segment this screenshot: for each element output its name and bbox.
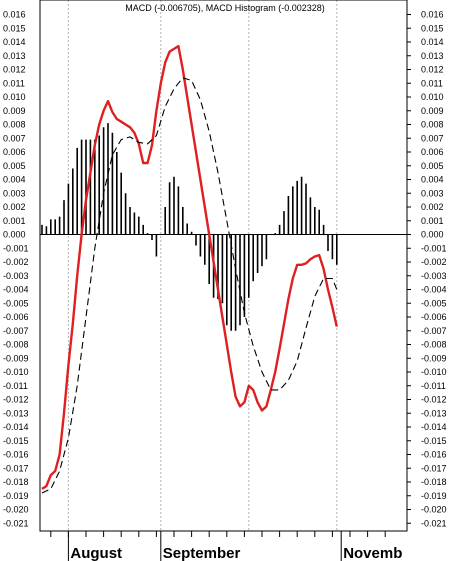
y-tick-label-right: 0.013	[421, 51, 444, 61]
y-tick-label-left: 0.016	[3, 10, 26, 20]
y-tick-label-right: 0.016	[421, 10, 444, 20]
y-tick-label-left: -0.003	[3, 271, 29, 281]
y-tick-label-left: -0.001	[3, 243, 29, 253]
y-tick-label-left: -0.021	[3, 518, 29, 528]
y-tick-label-left: 0.001	[3, 216, 26, 226]
y-tick-label-right: -0.004	[421, 285, 447, 295]
y-tick-label-left: 0.000	[3, 230, 26, 240]
y-tick-label-left: -0.011	[3, 381, 28, 391]
macd-line	[41, 44, 338, 490]
y-tick-label-left: -0.006	[3, 312, 29, 322]
y-tick-label-right: -0.009	[421, 353, 447, 363]
y-tick-label-left: -0.010	[3, 367, 29, 377]
y-tick-label-right: 0.010	[421, 92, 444, 102]
y-tick-label-left: -0.017	[3, 463, 29, 473]
y-tick-label-right: 0.004	[421, 175, 444, 185]
y-tick-label-right: 0.012	[421, 65, 444, 75]
y-tick-label-right: -0.011	[421, 381, 446, 391]
plot-frame	[39, 0, 408, 532]
y-tick-label-right: -0.010	[421, 367, 447, 377]
y-tick-label-right: 0.011	[421, 78, 443, 88]
y-tick-label-left: -0.008	[3, 340, 29, 350]
signal-line	[41, 77, 338, 494]
y-tick-label-left: 0.010	[3, 92, 26, 102]
y-tick-label-right: 0.008	[421, 120, 444, 130]
y-tick-label-right: -0.003	[421, 271, 447, 281]
y-tick-label-left: -0.009	[3, 353, 29, 363]
y-tick-label-right: -0.006	[421, 312, 447, 322]
y-tick-label-right: -0.017	[421, 463, 447, 473]
y-tick-label-left: 0.009	[3, 106, 26, 116]
y-tick-label-right: 0.003	[421, 188, 444, 198]
y-tick-label-left: 0.014	[3, 37, 26, 47]
y-tick-label-left: 0.011	[3, 78, 25, 88]
y-tick-label-left: -0.016	[3, 450, 29, 460]
y-tick-label-left: 0.015	[3, 23, 26, 33]
month-label: Novemb	[343, 545, 402, 561]
y-tick-label-right: 0.007	[421, 133, 444, 143]
y-tick-label-left: -0.012	[3, 395, 29, 405]
y-tick-label-left: 0.012	[3, 65, 26, 75]
month-label: August	[70, 545, 122, 561]
y-tick-label-left: 0.004	[3, 175, 26, 185]
y-tick-label-right: -0.005	[421, 298, 447, 308]
y-tick-label-left: -0.007	[3, 326, 29, 336]
y-tick-label-right: -0.001	[421, 243, 447, 253]
y-tick-label-left: -0.005	[3, 298, 29, 308]
y-tick-label-right: -0.021	[421, 518, 447, 528]
axis-layer: 0.016 0.016 0.015 0.015 0.014 0.014 0.013 0.013…	[3, 10, 447, 561]
y-tick-label-right: 0.005	[421, 161, 444, 171]
y-tick-label-right: -0.015	[421, 436, 447, 446]
y-tick-label-right: -0.012	[421, 395, 447, 405]
y-tick-label-right: -0.018	[421, 477, 447, 487]
y-tick-label-left: 0.008	[3, 120, 26, 130]
y-tick-label-right: 0.000	[421, 230, 444, 240]
y-tick-label-left: -0.019	[3, 491, 29, 501]
y-tick-label-right: 0.014	[421, 37, 444, 47]
y-tick-label-left: -0.018	[3, 477, 29, 487]
y-tick-label-left: 0.003	[3, 188, 26, 198]
y-tick-label-left: -0.002	[3, 257, 29, 267]
y-tick-label-left: -0.014	[3, 422, 29, 432]
y-tick-label-right: 0.002	[421, 202, 444, 212]
y-tick-label-left: -0.020	[3, 505, 29, 515]
y-tick-label-right: -0.019	[421, 491, 447, 501]
y-tick-label-left: -0.013	[3, 408, 29, 418]
y-tick-label-left: -0.015	[3, 436, 29, 446]
y-tick-label-right: -0.007	[421, 326, 447, 336]
histogram-layer	[41, 123, 338, 331]
y-tick-label-right: -0.020	[421, 505, 447, 515]
y-tick-label-left: 0.005	[3, 161, 26, 171]
y-tick-label-left: 0.002	[3, 202, 26, 212]
y-tick-label-right: -0.014	[421, 422, 447, 432]
y-tick-label-right: -0.016	[421, 450, 447, 460]
y-tick-label-right: 0.015	[421, 23, 444, 33]
y-tick-label-right: 0.009	[421, 106, 444, 116]
y-tick-label-left: 0.013	[3, 51, 26, 61]
y-tick-label-left: -0.004	[3, 285, 29, 295]
grid-layer	[40, 0, 407, 531]
y-tick-label-right: -0.008	[421, 340, 447, 350]
y-tick-label-right: -0.013	[421, 408, 447, 418]
y-tick-label-left: 0.007	[3, 133, 26, 143]
y-tick-label-right: 0.006	[421, 147, 444, 157]
y-tick-label-right: -0.002	[421, 257, 447, 267]
line-layer	[41, 44, 338, 494]
month-label: September	[163, 545, 241, 561]
chart-title: MACD (-0.006705), MACD Histogram (-0.002…	[125, 3, 325, 13]
y-tick-label-right: 0.001	[421, 216, 444, 226]
y-tick-label-left: 0.006	[3, 147, 26, 157]
